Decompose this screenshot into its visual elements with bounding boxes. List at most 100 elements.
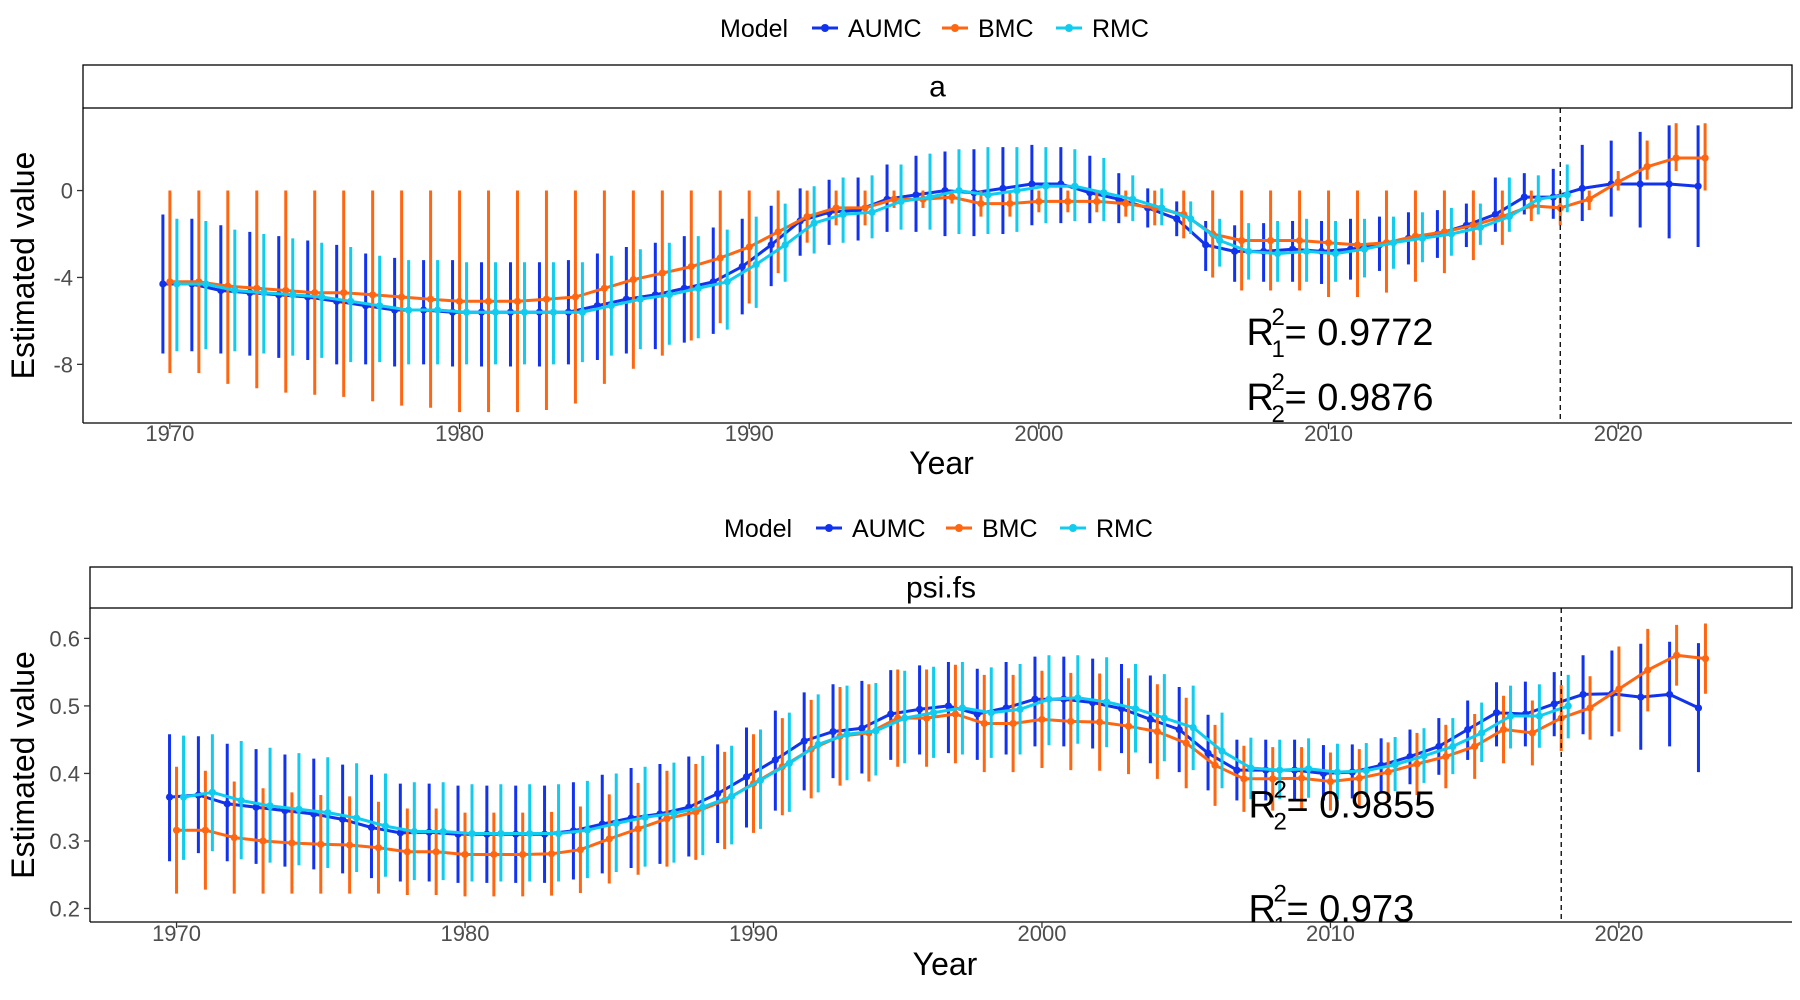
x-tick-label: 2010 bbox=[1306, 921, 1355, 946]
r2-annotation: R2 2 = 0.9855 bbox=[1248, 776, 1435, 835]
series-rmc bbox=[179, 655, 1572, 882]
data-point bbox=[230, 833, 238, 842]
data-point bbox=[282, 286, 290, 295]
data-point bbox=[1694, 182, 1702, 190]
data-point bbox=[767, 241, 775, 249]
data-point bbox=[1360, 245, 1369, 253]
data-point bbox=[1585, 195, 1593, 203]
data-point bbox=[1644, 666, 1652, 674]
x-tick-label: 2020 bbox=[1594, 921, 1643, 946]
data-point bbox=[948, 193, 956, 201]
data-point bbox=[1267, 236, 1275, 245]
r2-subscript: 1 bbox=[1273, 912, 1286, 939]
x-axis-title: Year bbox=[909, 445, 974, 481]
data-point bbox=[1469, 221, 1477, 229]
data-point bbox=[663, 815, 671, 823]
data-point bbox=[887, 710, 895, 718]
data-point bbox=[1528, 729, 1536, 737]
data-point bbox=[1464, 725, 1472, 734]
data-point bbox=[771, 756, 779, 764]
data-point bbox=[687, 262, 695, 271]
x-tick-label: 1980 bbox=[441, 921, 490, 946]
data-point bbox=[1384, 768, 1392, 776]
r2-annotation: R2 1 = 0.973 bbox=[1248, 880, 1414, 939]
data-point bbox=[929, 709, 938, 717]
data-point bbox=[172, 826, 181, 834]
data-point bbox=[1124, 722, 1133, 730]
data-point bbox=[1333, 768, 1342, 776]
data-point bbox=[1006, 199, 1014, 208]
data-point bbox=[839, 210, 847, 219]
data-point bbox=[658, 269, 666, 277]
data-point bbox=[1471, 742, 1479, 751]
data-point bbox=[785, 759, 793, 767]
data-point bbox=[1362, 767, 1370, 775]
facet-strip-label: psi.fs bbox=[906, 572, 976, 605]
y-tick-label: -8 bbox=[53, 352, 73, 377]
data-point bbox=[1637, 693, 1645, 701]
data-point bbox=[1103, 698, 1111, 706]
data-point bbox=[381, 822, 390, 830]
data-point bbox=[1187, 215, 1195, 223]
data-point bbox=[1042, 182, 1050, 190]
data-point bbox=[547, 850, 556, 858]
legend-key-point bbox=[1065, 24, 1073, 32]
r2-base: R bbox=[1248, 888, 1275, 930]
data-point bbox=[636, 295, 644, 303]
data-point bbox=[1326, 777, 1335, 786]
data-point bbox=[1233, 766, 1241, 774]
data-point bbox=[1175, 725, 1183, 734]
data-point bbox=[549, 308, 558, 316]
x-tick-label: 1990 bbox=[729, 921, 778, 946]
data-point bbox=[1122, 199, 1130, 208]
legend-key-point bbox=[1069, 524, 1077, 532]
data-point bbox=[266, 802, 274, 810]
data-point bbox=[781, 241, 789, 249]
data-point bbox=[554, 829, 563, 838]
data-point bbox=[1297, 774, 1306, 782]
data-point bbox=[571, 293, 580, 301]
legend-label: BMC bbox=[978, 15, 1034, 43]
data-point bbox=[1492, 709, 1501, 717]
data-point bbox=[376, 302, 384, 310]
x-tick-label: 2000 bbox=[1017, 921, 1066, 946]
data-point bbox=[398, 293, 406, 301]
data-point bbox=[542, 295, 551, 303]
r2-superscript: 2 bbox=[1273, 880, 1286, 907]
data-point bbox=[1173, 215, 1181, 223]
data-point bbox=[208, 788, 216, 796]
data-point bbox=[738, 262, 746, 271]
data-point bbox=[1071, 182, 1079, 190]
data-point bbox=[1449, 742, 1457, 751]
data-point bbox=[513, 297, 522, 305]
data-point bbox=[1093, 197, 1101, 206]
y-tick-label: 0 bbox=[61, 179, 73, 204]
data-point bbox=[311, 289, 319, 297]
r2-superscript: 2 bbox=[1273, 776, 1286, 803]
data-point bbox=[670, 809, 678, 817]
data-point bbox=[1276, 766, 1284, 774]
legend-item-aumc: AUMC bbox=[812, 15, 922, 43]
data-point bbox=[1701, 655, 1710, 663]
data-point bbox=[468, 829, 476, 838]
data-point bbox=[1355, 774, 1363, 782]
legend: Model AUMC BMC RMC bbox=[720, 15, 1149, 43]
data-point bbox=[901, 714, 909, 722]
data-point bbox=[1447, 230, 1456, 238]
series-line bbox=[169, 156, 1706, 303]
r2-superscript: 2 bbox=[1272, 369, 1285, 396]
data-point bbox=[1499, 725, 1508, 734]
data-point bbox=[984, 191, 992, 199]
data-point bbox=[490, 850, 498, 859]
data-point bbox=[462, 308, 471, 316]
data-point bbox=[958, 704, 967, 712]
data-point bbox=[324, 809, 332, 817]
data-point bbox=[774, 228, 782, 236]
data-point bbox=[1035, 197, 1043, 206]
data-point bbox=[810, 219, 818, 227]
data-point bbox=[1478, 729, 1486, 737]
legend-label: RMC bbox=[1096, 515, 1153, 543]
data-point bbox=[1074, 694, 1082, 702]
